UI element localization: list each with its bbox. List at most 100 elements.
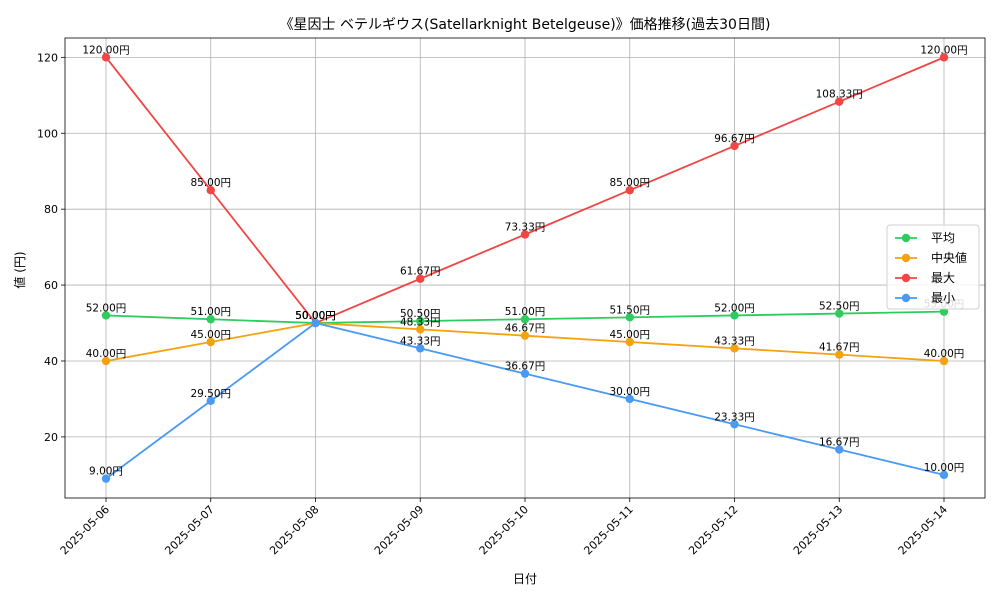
series-layer <box>101 53 949 483</box>
data-label-layer: 52.00円 51.00円 50.00円 50.50円 51.00円 51.50円 52.0… <box>82 44 967 477</box>
data-label: 50.00円 <box>295 310 336 322</box>
data-label: 30.00円 <box>609 386 650 398</box>
data-label: 52.50円 <box>819 301 860 313</box>
data-label: 61.67円 <box>400 266 441 278</box>
y-tick-label: 40 <box>44 355 58 368</box>
data-label: 52.00円 <box>86 302 127 314</box>
data-label: 43.33円 <box>400 335 441 347</box>
legend-swatch-marker <box>901 273 911 283</box>
data-point <box>835 350 844 359</box>
legend-entry-label: 最小 <box>931 291 955 305</box>
legend-entry-label: 中央値 <box>931 250 967 265</box>
data-point <box>520 315 530 324</box>
y-tick-label: 20 <box>44 431 58 444</box>
data-point <box>311 318 320 328</box>
data-label: 51.00円 <box>505 306 546 318</box>
data-label: 120.00円 <box>920 44 967 56</box>
data-point <box>101 53 111 62</box>
data-point <box>101 356 111 366</box>
data-point <box>835 97 844 106</box>
data-point <box>835 309 844 318</box>
data-label: 41.67円 <box>819 342 860 354</box>
data-label: 48.33円 <box>400 316 441 328</box>
data-point <box>416 344 425 353</box>
data-point <box>625 337 634 347</box>
data-point <box>939 470 949 480</box>
data-label: 85.00円 <box>609 177 650 189</box>
plot-frame <box>64 37 986 499</box>
x-tick-label: 2025-05-10 <box>477 503 531 557</box>
axis-layer: 2025-05-06 2025-05-07 2025-05-08 2025-05-09… <box>37 37 986 557</box>
legend-entry-label: 平均 <box>931 231 955 245</box>
x-tick-label: 2025-05-13 <box>791 503 845 557</box>
data-label: 46.67円 <box>505 323 546 335</box>
data-label: 51.50円 <box>609 304 650 316</box>
y-tick-label: 120 <box>37 51 58 64</box>
data-point <box>939 53 949 62</box>
data-point <box>939 307 949 316</box>
y-tick-label: 80 <box>44 203 58 216</box>
data-point <box>625 185 634 195</box>
x-tick-label: 2025-05-06 <box>58 503 112 557</box>
data-label: 16.67円 <box>819 437 860 449</box>
data-point <box>101 311 111 320</box>
x-axis-label: 日付 <box>513 572 537 586</box>
x-tick-label: 2025-05-11 <box>581 503 635 557</box>
data-point <box>101 474 111 483</box>
x-tick-label: 2025-05-07 <box>162 503 216 557</box>
data-label: 9.00円 <box>89 466 123 478</box>
data-label: 50.00円 <box>295 310 336 322</box>
y-tick-label: 60 <box>44 279 58 292</box>
chart-title: 《星因士 ベテルギウス(Satellarknight Betelgeuse)》価… <box>280 17 771 33</box>
data-point <box>730 344 739 353</box>
data-label: 108.33円 <box>816 89 863 101</box>
data-label: 45.00円 <box>609 329 650 341</box>
data-label: 50.00円 <box>295 310 336 322</box>
data-label: 40.00円 <box>924 348 965 360</box>
data-point <box>939 356 949 366</box>
legend-swatch-marker <box>901 253 911 263</box>
data-label: 36.67円 <box>505 361 546 373</box>
data-point <box>520 369 530 378</box>
data-point <box>416 316 425 326</box>
data-point <box>835 445 844 454</box>
data-label: 23.33円 <box>714 411 755 423</box>
y-tick-label: 100 <box>37 127 58 140</box>
data-point <box>206 396 215 406</box>
legend-entry-label: 最大 <box>931 271 955 285</box>
x-tick-label: 2025-05-09 <box>372 503 426 557</box>
data-point <box>206 315 215 324</box>
legend-box <box>886 224 980 310</box>
data-label: 29.50円 <box>190 388 231 400</box>
legend-swatch-marker <box>901 233 911 243</box>
data-point <box>206 337 215 347</box>
x-tick-label: 2025-05-08 <box>267 503 321 557</box>
x-tick-label: 2025-05-14 <box>896 503 950 557</box>
data-label: 52.00円 <box>714 302 755 314</box>
data-label: 40.00円 <box>86 348 127 360</box>
data-label: 120.00円 <box>82 44 129 56</box>
grid-layer <box>65 38 985 498</box>
data-point <box>625 313 634 322</box>
data-point <box>625 394 634 404</box>
x-tick-label: 2025-05-12 <box>686 503 740 557</box>
data-point <box>416 325 425 334</box>
data-label: 43.33円 <box>714 335 755 347</box>
data-label: 51.00円 <box>190 306 231 318</box>
y-axis-label: 値 (円) <box>12 251 27 288</box>
data-label: 85.00円 <box>190 177 231 189</box>
data-point <box>520 331 530 340</box>
data-label: 50.00円 <box>295 310 336 322</box>
data-label: 10.00円 <box>924 462 965 474</box>
data-label: 45.00円 <box>190 329 231 341</box>
data-point <box>206 185 215 195</box>
legend-swatch-marker <box>901 293 911 303</box>
data-label: 96.67円 <box>714 133 755 145</box>
data-point <box>730 141 739 151</box>
data-point <box>416 274 425 283</box>
data-label: 73.33円 <box>505 221 546 233</box>
data-point <box>730 420 739 429</box>
